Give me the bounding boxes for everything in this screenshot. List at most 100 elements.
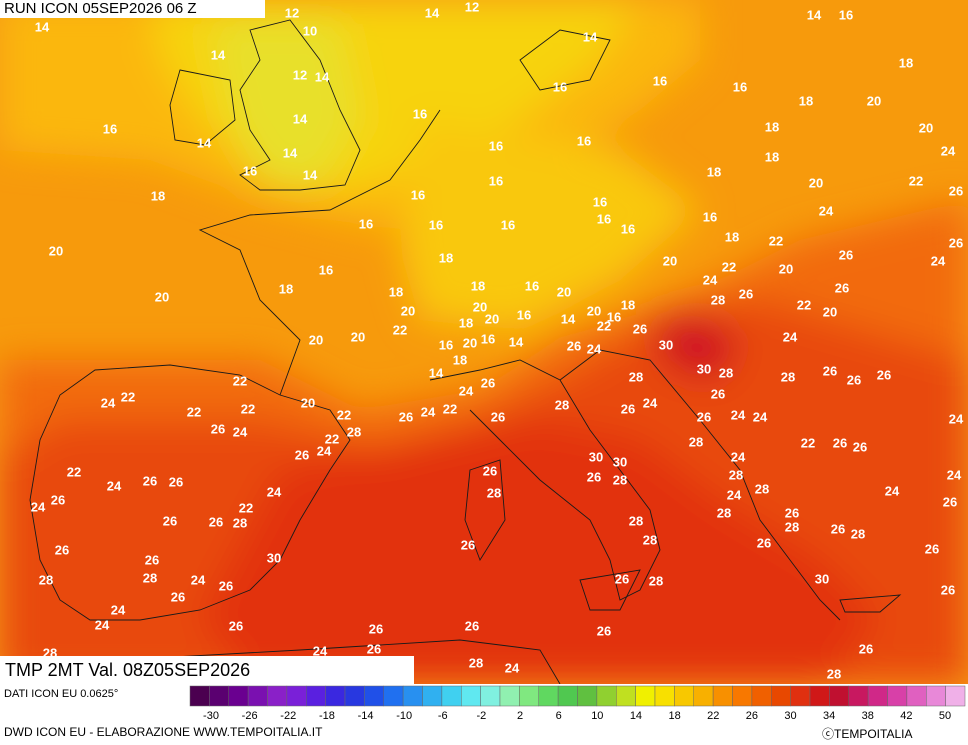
colorbar-swatch [848,685,869,707]
colorbar-swatch [480,685,501,707]
temperature-label: 28 [469,655,483,670]
temperature-label: 26 [853,439,867,454]
temperature-label: 28 [827,666,841,681]
colorbar-label: 2 [517,710,523,722]
temperature-label: 26 [295,447,309,462]
temperature-label: 20 [301,395,315,410]
colorbar-swatch [829,685,849,707]
temperature-label: 26 [219,578,233,593]
temperature-label: 22 [121,389,135,404]
temperature-label: 26 [55,542,69,557]
temperature-label: 26 [835,280,849,295]
temperature-label: 16 [517,307,531,322]
temperature-label: 14 [197,135,212,150]
temperature-label: 18 [707,164,721,179]
temperature-label: 28 [851,526,865,541]
colorbar-swatch [712,685,733,707]
temperature-label: 24 [101,395,116,410]
temperature-label: 24 [313,643,328,658]
temperature-label: 28 [629,513,643,528]
temperature-label: 26 [697,409,711,424]
temperature-label: 26 [145,552,159,567]
temperature-label: 18 [389,284,403,299]
temperature-label: 28 [689,434,703,449]
temperature-label: 16 [525,278,539,293]
colorbar-swatch [519,685,539,707]
temperature-label: 16 [481,331,495,346]
colorbar: -30 -26 -22 -18 -14 -10 -6 -2 2 6 10 14 18 22 26 30 34 38… [189,685,966,722]
temperature-label: 26 [833,435,847,450]
temperature-label: 14 [211,47,226,62]
temperature-label: 28 [643,532,657,547]
colorbar-swatch [286,685,307,707]
temperature-label: 16 [577,133,591,148]
temperature-label: 26 [839,247,853,262]
temperature-label: 16 [103,121,117,136]
colorbar-swatch [577,685,598,707]
colorbar-swatch [441,685,462,707]
run-info: RUN ICON 05SEP2026 06 Z [0,0,265,18]
colorbar-swatch [771,685,791,707]
temperature-label: 18 [765,119,779,134]
temperature-label: 24 [421,404,436,419]
temperature-label: 26 [51,492,65,507]
temperature-label: 24 [947,467,962,482]
temperature-label: 28 [729,467,743,482]
colorbar-label: 6 [556,710,562,722]
temperature-label: 26 [367,641,381,656]
temperature-label: 22 [597,318,611,333]
temperature-label: 24 [731,449,746,464]
temperature-label: 28 [649,573,663,588]
temperature-label: 26 [823,363,837,378]
temperature-label: 24 [587,341,602,356]
temperature-label: 14 [35,19,50,34]
temperature-label: 18 [725,229,739,244]
temperature-label: 22 [393,322,407,337]
temperature-label: 28 [717,505,731,520]
temperature-label: 16 [733,79,747,94]
temperature-label: 26 [877,367,891,382]
temperature-label: 20 [779,261,793,276]
temperature-label: 26 [739,286,753,301]
colorbar-swatch [499,685,520,707]
data-source: DATI ICON EU 0.0625° [4,688,119,700]
colorbar-swatch [906,685,927,707]
temperature-label: 16 [243,163,257,178]
validity: TMP 2MT Val. 08Z05SEP2026 [0,656,414,684]
temperature-label: 14 [283,145,298,160]
temperature-label: 14 [315,69,330,84]
temperature-label: 26 [483,463,497,478]
temperature-label: 24 [31,499,46,514]
temperature-label: 20 [557,284,571,299]
temperature-label: 28 [755,481,769,496]
temperature-label: 28 [39,572,53,587]
temperature-label: 14 [807,7,822,22]
colorbar-label: -2 [477,710,487,722]
temperature-label: 26 [949,235,963,250]
temperature-label: 18 [899,55,913,70]
temperature-label: 30 [589,449,603,464]
temperature-label: 16 [359,216,373,231]
colorbar-label: 14 [630,710,642,722]
colorbar-label: 26 [746,710,758,722]
colorbar-swatch [422,685,443,707]
colorbar-label: 34 [823,710,835,722]
temperature-label: 26 [209,514,223,529]
colorbar-label: 42 [900,710,912,722]
temperature-label: 18 [799,93,813,108]
temperature-label: 30 [697,361,711,376]
temperature-label: 30 [659,337,673,352]
temperature-label: 26 [949,183,963,198]
temperature-label: 22 [67,464,81,479]
temperature-label: 20 [351,329,365,344]
temperature-label: 14 [509,334,524,349]
colorbar-label: -26 [242,710,258,722]
temperature-label: 20 [473,299,487,314]
temperature-label: 16 [413,106,427,121]
temperature-label: 26 [587,469,601,484]
temperature-label: 24 [783,329,798,344]
temperature-label: 14 [429,365,444,380]
temperature-label: 22 [769,233,783,248]
